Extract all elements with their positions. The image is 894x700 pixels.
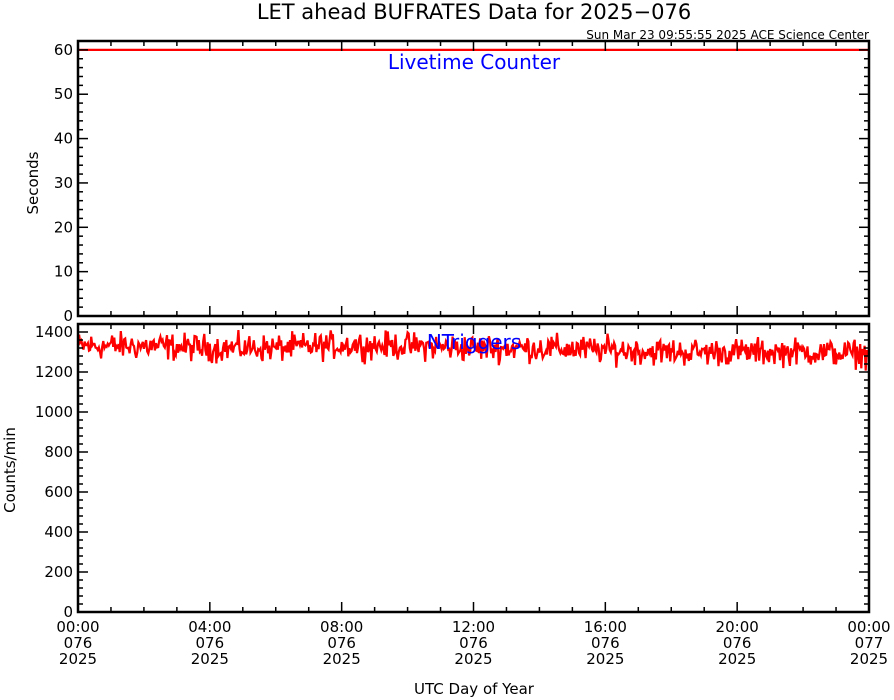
bottom-ytick-label: 1000	[35, 403, 73, 421]
xtick-year-label: 2025	[586, 650, 624, 668]
xtick-year-label: 2025	[718, 650, 756, 668]
top-ytick-label: 60	[54, 41, 73, 59]
bottom-series	[76, 329, 870, 371]
chart-title: LET ahead BUFRATES Data for 2025−076	[257, 0, 691, 24]
livetime-counter-label: Livetime Counter	[388, 50, 561, 74]
xtick-year-label: 2025	[323, 650, 361, 668]
xtick-time-label: 08:00	[320, 618, 363, 636]
bottom-ytick-label: 0	[63, 603, 73, 621]
panel-top: 0 10 20 30 40 50 60 Livetime Counter Seconds	[24, 39, 871, 325]
bottom-ytick-label: 400	[44, 523, 73, 541]
xtick-doy-label: 077	[855, 634, 884, 652]
bottom-ytick-label: 600	[44, 483, 73, 501]
xtick-doy-label: 076	[723, 634, 752, 652]
xtick-time-label: 04:00	[188, 618, 231, 636]
xtick-time-label: 16:00	[584, 618, 627, 636]
x-tick-labels: 00:00076202504:00076202508:00076202512:0…	[56, 618, 890, 668]
top-plot-frame	[76, 39, 871, 318]
top-ytick-label: 50	[54, 85, 73, 103]
ntriggers-label: NTriggers	[427, 330, 521, 354]
bottom-ytick-label: 1400	[35, 323, 73, 341]
bottom-series-line	[76, 329, 870, 371]
xtick-year-label: 2025	[454, 650, 492, 668]
xtick-time-label: 12:00	[452, 618, 495, 636]
xtick-year-label: 2025	[191, 650, 229, 668]
top-ytick-label: 10	[54, 263, 73, 281]
xtick-year-label: 2025	[850, 650, 888, 668]
top-ytick-label: 30	[54, 174, 73, 192]
top-ylabel: Seconds	[24, 151, 42, 214]
top-ytick-label: 0	[63, 307, 73, 325]
bottom-ytick-label: 800	[44, 443, 73, 461]
xtick-doy-label: 076	[459, 634, 488, 652]
top-axis-ticks: 0 10 20 30 40 50 60	[54, 40, 870, 325]
bottom-ytick-label: 200	[44, 563, 73, 581]
xtick-doy-label: 076	[196, 634, 225, 652]
xtick-time-label: 00:00	[56, 618, 99, 636]
xtick-time-label: 00:00	[847, 618, 890, 636]
xtick-doy-label: 076	[591, 634, 620, 652]
top-ytick-label: 20	[54, 218, 73, 236]
xtick-time-label: 20:00	[716, 618, 759, 636]
panel-bottom: 0 200 400 600 800 1000 1200 1400 NTriggers Coun…	[1, 322, 871, 621]
xtick-doy-label: 076	[64, 634, 93, 652]
xtick-year-label: 2025	[59, 650, 97, 668]
bottom-plot-frame	[76, 322, 871, 614]
chart-subtitle: Sun Mar 23 09:55:55 2025 ACE Science Cen…	[586, 28, 869, 42]
top-ytick-label: 40	[54, 130, 73, 148]
bottom-axis-ticks: 0 200 400 600 800 1000 1200 1400	[35, 323, 870, 621]
x-axis-label: UTC Day of Year	[414, 680, 535, 698]
bottom-ytick-label: 1200	[35, 363, 73, 381]
xtick-doy-label: 076	[327, 634, 356, 652]
bottom-ylabel: Counts/min	[1, 427, 19, 513]
